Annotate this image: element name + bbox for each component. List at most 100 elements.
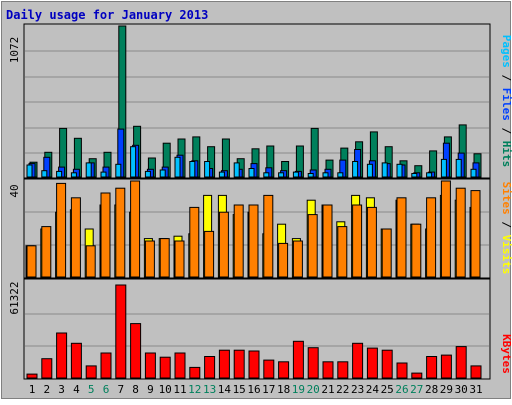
- traffic-panel: [23, 23, 491, 179]
- traffic-bar-pages-17: [263, 172, 270, 178]
- x-tick-label: 21: [321, 383, 334, 396]
- traffic-bar-pages-30: [455, 158, 462, 178]
- x-tick-label: 4: [73, 383, 80, 396]
- x-tick-label: 30: [455, 383, 468, 396]
- visits-ymax-label: 40: [8, 184, 21, 197]
- x-tick-label: 25: [381, 383, 394, 396]
- kbytes-bar-kbytes-7: [115, 284, 127, 379]
- traffic-bar-pages-21: [322, 172, 329, 178]
- kbytes-bar-kbytes-1: [26, 373, 38, 379]
- visits-bar-sites-24: [366, 206, 377, 278]
- kbytes-bar-kbytes-30: [455, 346, 467, 379]
- kbytes-panel: [23, 278, 491, 380]
- traffic-bar-pages-15: [233, 162, 240, 178]
- visits-bar-sites-12: [189, 206, 200, 278]
- x-tick-label: 13: [203, 383, 216, 396]
- x-tick-label: 31: [469, 383, 482, 396]
- traffic-bar-pages-11: [174, 156, 181, 178]
- x-tick-label: 7: [117, 383, 124, 396]
- x-tick-label: 22: [336, 383, 349, 396]
- x-tick-label: 11: [173, 383, 186, 396]
- kbytes-bar-kbytes-27: [411, 372, 423, 379]
- x-tick-label: 9: [147, 383, 154, 396]
- traffic-bar-pages-31: [470, 168, 477, 178]
- x-tick-label: 3: [58, 383, 65, 396]
- traffic-bar-pages-20: [307, 173, 314, 178]
- visits-bar-sites-4: [70, 197, 81, 278]
- kbytes-bar-kbytes-28: [426, 356, 438, 379]
- traffic-bar-pages-7: [115, 163, 122, 178]
- visits-bar-sites-28: [426, 197, 437, 278]
- x-tick-label: 16: [247, 383, 260, 396]
- visits-panel: [23, 178, 491, 279]
- traffic-bar-pages-14: [218, 171, 225, 178]
- visits-bar-sites-22: [337, 226, 348, 278]
- x-axis-labels: 1 2 3 4 5 6 7 8 9 10 11 12 13 14 15 16 17 18 19 20 21 22 23 24 2…: [29, 383, 483, 396]
- visits-bar-sites-13: [204, 230, 215, 278]
- x-tick-label: 14: [218, 383, 232, 396]
- visits-bar-sites-8: [130, 180, 141, 278]
- visits-bar-sites-10: [159, 238, 170, 278]
- visits-bar-sites-11: [174, 240, 185, 278]
- traffic-bar-pages-27: [411, 173, 418, 178]
- visits-bar-sites-21: [322, 204, 333, 278]
- visits-bar-sites-14: [218, 211, 229, 278]
- traffic-bar-pages-9: [144, 170, 151, 178]
- x-tick-label: 15: [233, 383, 246, 396]
- x-tick-label: 8: [132, 383, 139, 396]
- visits-bar-sites-19: [292, 240, 303, 278]
- kbytes-bar-kbytes-5: [85, 365, 97, 379]
- x-tick-label: 6: [103, 383, 110, 396]
- kbytes-bar-kbytes-18: [278, 361, 290, 379]
- x-tick-label: 17: [262, 383, 275, 396]
- kbytes-bar-kbytes-6: [100, 352, 112, 379]
- visits-bar-sites-16: [248, 204, 259, 278]
- kbytes-bar-kbytes-17: [263, 359, 275, 379]
- visits-bar-sites-29: [440, 180, 451, 278]
- sites-label: Sites: [500, 182, 512, 215]
- traffic-bar-pages-13: [204, 161, 211, 178]
- inner-border: [1, 1, 511, 399]
- traffic-bar-pages-28: [426, 172, 433, 178]
- kbytes-bar-kbytes-23: [352, 342, 364, 379]
- traffic-bar-pages-19: [292, 171, 299, 178]
- kbytes-bar-kbytes-11: [174, 352, 186, 379]
- traffic-bar-pages-4: [70, 172, 77, 178]
- visits-bar-sites-30: [455, 187, 466, 278]
- visits-bar-sites-26: [396, 197, 407, 278]
- traffic-bar-pages-2: [41, 170, 48, 178]
- kbytes-bar-kbytes-4: [70, 342, 82, 379]
- traffic-bar-pages-5: [85, 162, 92, 178]
- chart-title: Daily usage for January 2013: [6, 8, 208, 22]
- files-label: Files: [500, 88, 512, 121]
- x-tick-label: 5: [88, 383, 95, 396]
- traffic-bar-pages-18: [278, 172, 285, 178]
- pages-label: Pages: [500, 35, 512, 68]
- traffic-bar-pages-3: [56, 170, 63, 178]
- x-tick-label: 1: [29, 383, 36, 396]
- visits-bar-sites-15: [233, 204, 244, 278]
- traffic-bar-pages-10: [159, 169, 166, 178]
- visits-bar-sites-27: [411, 223, 422, 278]
- visits-bar-sites-6: [100, 192, 111, 278]
- traffic-bar-pages-23: [352, 161, 359, 178]
- kbytes-bar-kbytes-21: [322, 361, 334, 379]
- visits-label: Visits: [500, 235, 512, 275]
- visits-bar-sites-23: [352, 204, 363, 278]
- visits-bar-sites-5: [85, 245, 96, 278]
- x-tick-label: 29: [440, 383, 453, 396]
- visits-bar-sites-3: [56, 182, 67, 278]
- visits-bar-sites-20: [307, 214, 318, 278]
- kbytes-bar-kbytes-15: [233, 349, 245, 379]
- kbytes-bar-kbytes-8: [130, 323, 142, 379]
- traffic-bar-pages-16: [248, 168, 255, 178]
- kbytes-bar-kbytes-14: [218, 349, 230, 379]
- kbytes-bar-kbytes-26: [396, 362, 408, 379]
- x-tick-label: 24: [366, 383, 380, 396]
- x-tick-label: 23: [351, 383, 364, 396]
- x-tick-label: 27: [410, 383, 423, 396]
- visits-bar-sites-1: [26, 245, 37, 278]
- visits-series-label: Sites / Visits: [500, 182, 512, 275]
